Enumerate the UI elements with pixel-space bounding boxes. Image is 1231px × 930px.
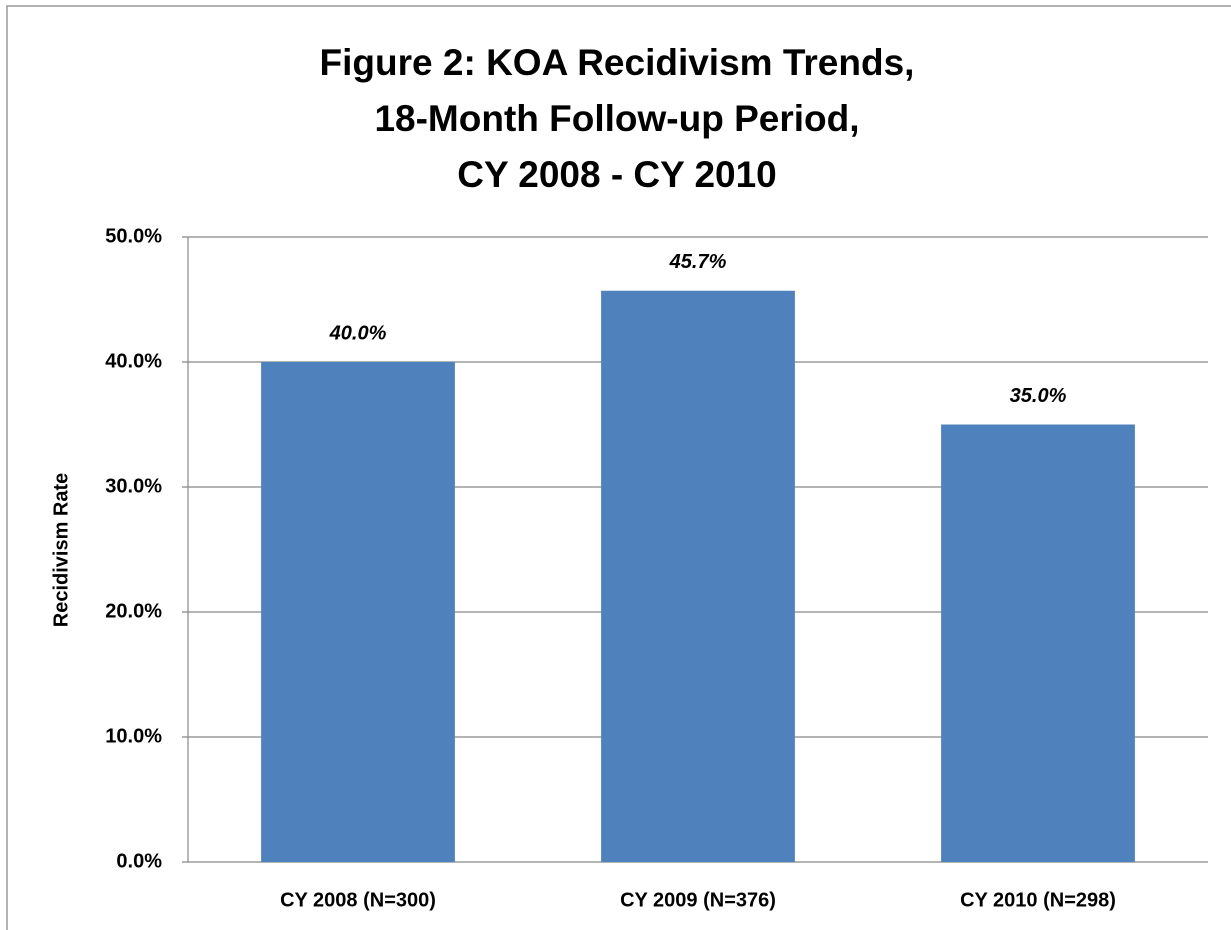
x-tick-label: CY 2008 (N=300) bbox=[280, 889, 436, 911]
y-tick-label: 30.0% bbox=[105, 475, 162, 497]
chart-title: CY 2008 - CY 2010 bbox=[457, 154, 777, 195]
value-label: 40.0% bbox=[329, 322, 387, 344]
bar bbox=[941, 424, 1135, 862]
bar bbox=[601, 290, 795, 862]
bar bbox=[261, 362, 455, 862]
value-label: 45.7% bbox=[669, 251, 727, 273]
value-label: 35.0% bbox=[1010, 385, 1067, 407]
x-tick-label: CY 2010 (N=298) bbox=[960, 889, 1116, 911]
y-axis-label: Recidivism Rate bbox=[50, 473, 72, 628]
chart-title: Figure 2: KOA Recidivism Trends, bbox=[320, 42, 915, 83]
y-tick-label: 20.0% bbox=[105, 600, 162, 622]
y-tick-label: 50.0% bbox=[105, 225, 162, 247]
y-tick-label: 0.0% bbox=[116, 850, 162, 872]
y-tick-label: 40.0% bbox=[105, 350, 162, 372]
chart-title: 18-Month Follow-up Period, bbox=[374, 98, 859, 139]
y-tick-label: 10.0% bbox=[105, 725, 162, 747]
x-tick-label: CY 2009 (N=376) bbox=[620, 889, 776, 911]
